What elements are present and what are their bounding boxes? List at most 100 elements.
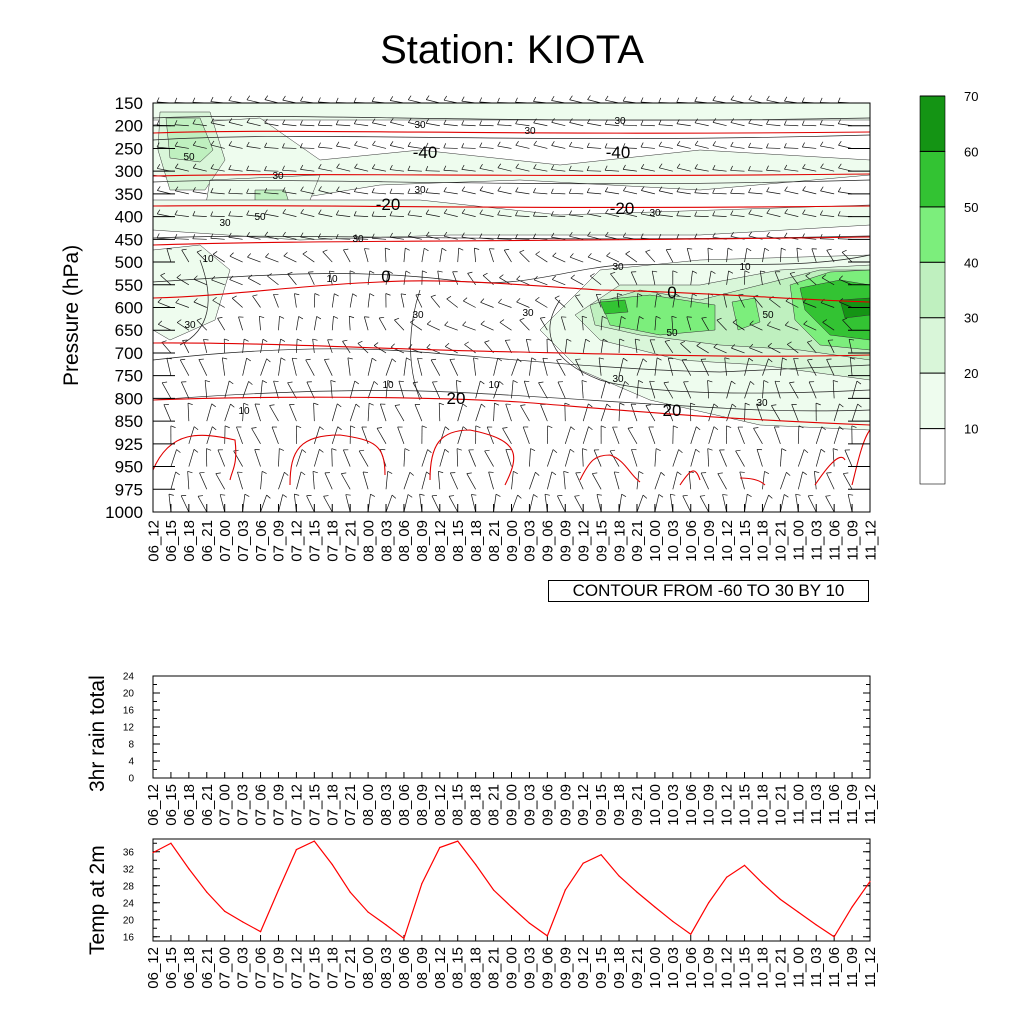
temperature-contours [152,130,871,486]
wind-barb-flag [157,320,163,325]
wind-barb-flag [497,357,503,362]
wind-barb-flag [544,493,550,496]
wind-barb [557,495,566,513]
wind-barb [246,170,261,172]
wind-barb-flag [480,298,485,303]
wind-barb-flag [376,427,383,429]
wind-barb-flag [547,425,553,429]
wind-barb [622,124,637,127]
wind-barb-flag [535,472,540,476]
wind-barb-flag [552,275,556,280]
temp-x-tick-label: 08_03 [378,947,395,989]
wind-barb-flag [805,272,811,276]
wind-barb-flag [739,471,745,473]
wind-barb-flag [156,209,161,215]
wind-barb-flag [443,119,447,125]
wind-barb [552,255,566,263]
wind-barb-flag [313,402,319,406]
wind-barb [787,344,799,354]
contour-note: CONTOUR FROM -60 TO 30 BY 10 [548,580,869,602]
wind-barb-flag [212,297,217,301]
temp-x-tick-label: 10_21 [772,947,789,989]
wind-barb [842,319,853,331]
wind-barb-flag [642,358,648,363]
wind-barb [802,124,817,127]
wind-barb [699,496,709,513]
wind-barb [665,404,674,422]
wind-barb [595,294,602,308]
temp-y-tick-label: 16 [123,932,135,943]
wind-speed-contour-label: 30 [414,120,426,131]
wind-barb-flag [692,270,698,274]
wind-barb [193,301,207,308]
wind-barb [221,357,226,376]
wind-barb-flag [766,209,770,214]
wind-barb-flag [515,97,518,103]
wind-barb [264,146,279,149]
temp-point [457,840,459,842]
wind-barb-flag [619,338,625,342]
wind-barb [462,324,476,331]
wind-barb-flag [677,471,682,476]
wind-barb-flag [228,141,232,146]
wind-barb [384,248,387,263]
wind-barb-flag [349,315,355,319]
wind-barb [605,147,620,149]
wind-barb [166,358,172,376]
wind-barb-flag [569,95,573,100]
wind-barb-flag [624,381,629,385]
wind-barb [533,168,548,172]
wind-barb [480,323,494,331]
wind-barb [233,450,243,467]
wind-barb-flag [676,97,680,103]
wind-barb [497,167,512,172]
wind-barb-flag [713,343,718,348]
wind-barb-flag [519,249,525,253]
wind-barb [504,340,512,354]
temperature-contour-label: 0 [667,283,676,302]
wind-barb-flag [658,210,662,216]
wind-barb [515,215,530,217]
wind-barb-flag [815,402,821,406]
wind-barb-flag [196,249,202,253]
wind-barb [832,380,835,399]
wind-barb-flag [843,472,849,474]
wind-barb [716,319,727,331]
wind-barb [210,168,225,172]
wind-barb [181,249,190,263]
pressure-tick-label: 700 [115,344,143,363]
wind-barb-flag [504,248,510,251]
wind-barb [815,449,822,467]
wind-barb-flag [694,233,698,239]
wind-barb [762,471,765,490]
wind-barb-flag [627,427,633,429]
wind-barb-flag [443,95,448,101]
wind-barb-flag [533,211,536,217]
temp-x-tick-label: 06_12 [145,947,162,989]
wind-barb-flag [407,188,411,194]
wind-barb-flag [330,380,336,383]
wind-barb [425,213,440,217]
wind-barb-flag [731,380,736,385]
wind-barb [336,124,351,127]
wind-barb-flag [796,247,802,250]
wind-barb-flag [837,234,841,239]
wind-barb [667,358,674,376]
wind-speed-contour-label: 50 [183,152,195,163]
wind-barb [449,472,459,490]
wind-barb-flag [750,381,755,385]
wind-barb-flag [210,96,214,102]
wind-barb-flag [671,315,677,319]
wind-barb [394,405,405,422]
wind-barb-flag [336,186,340,192]
wind-barb-flag [764,247,770,252]
wind-barb-flag [781,448,787,452]
rain-x-tick-label: 09_12 [575,784,592,826]
wind-barb-flag [502,427,508,429]
temp-x-tick-label: 07_18 [324,947,341,989]
wind-barb-flag [427,449,432,453]
wind-barb-flag [837,211,841,216]
wind-barb-flag [354,163,358,169]
wind-barb [820,214,835,217]
